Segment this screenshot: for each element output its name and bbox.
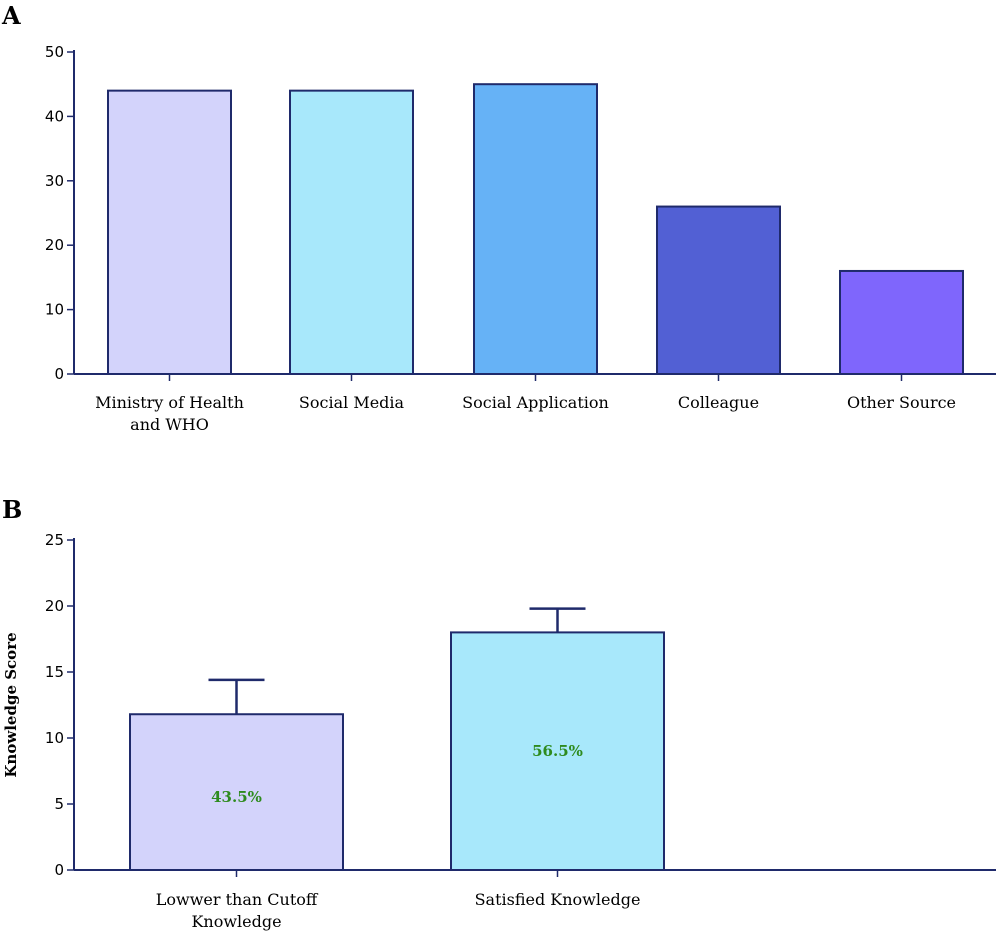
bar [129, 713, 344, 871]
y-tick-label: 50 [45, 43, 64, 61]
bar-value-label: 56.5% [532, 742, 583, 760]
bar [473, 83, 598, 375]
x-category-label: Colleague [678, 393, 759, 412]
y-tick-label: 20 [45, 236, 64, 254]
y-tick-label: 15 [45, 663, 64, 681]
y-tick-label: 25 [45, 531, 64, 549]
x-category-label: Other Source [847, 393, 956, 412]
y-axis-title: Knowledge Score [2, 632, 20, 777]
x-category-label: Social Application [462, 393, 609, 412]
bar [450, 631, 665, 872]
x-category-label: Ministry of Health [95, 393, 244, 412]
bar [656, 205, 781, 375]
x-category-label: Satisfied Knowledge [475, 890, 641, 909]
bar [289, 89, 414, 375]
y-tick-label: 40 [45, 107, 64, 125]
bar [107, 89, 232, 375]
panel-b-letter: B [2, 495, 22, 524]
panel-a-letter: A [1, 1, 21, 30]
bar-value-label: 43.5% [211, 788, 262, 806]
x-category-label: Knowledge [191, 912, 281, 931]
x-category-label: Social Media [299, 393, 405, 412]
y-tick-label: 10 [45, 301, 64, 319]
bar [839, 269, 964, 375]
y-tick-label: 30 [45, 172, 64, 190]
y-tick-label: 20 [45, 597, 64, 615]
x-category-label: and WHO [130, 415, 209, 434]
y-tick-label: 10 [45, 729, 64, 747]
x-category-label: Lowwer than Cutoff [156, 890, 319, 909]
y-tick-label: 0 [54, 365, 64, 383]
chart-a: 0 10 20 30 40 50 Ministry of Health and WHO Soci… [45, 43, 996, 434]
y-tick-label: 0 [54, 861, 64, 879]
y-tick-label: 5 [54, 795, 64, 813]
chart-b: 0 5 10 15 20 25 43.5% Lowwer than Cutoff Knowled… [2, 531, 996, 931]
